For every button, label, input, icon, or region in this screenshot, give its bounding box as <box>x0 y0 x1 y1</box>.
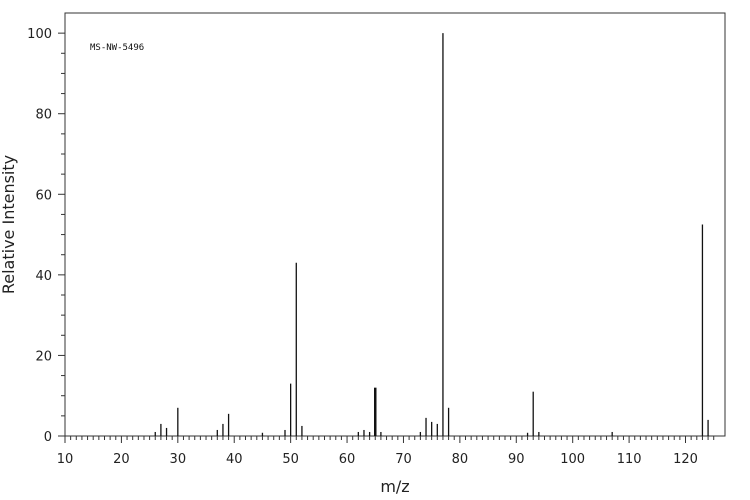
spectrum-id-annotation: MS-NW-5496 <box>90 43 144 53</box>
x-tick-label: 10 <box>57 452 74 467</box>
spectrum-peaks <box>154 33 709 436</box>
plot-frame <box>64 12 726 437</box>
x-tick-label: 70 <box>395 452 412 467</box>
y-axis-label: Relative Intensity <box>0 155 18 294</box>
x-tick-label: 90 <box>508 452 525 467</box>
x-tick-label: 110 <box>617 452 642 467</box>
x-tick-label: 30 <box>170 452 187 467</box>
y-tick-label: 60 <box>35 188 52 203</box>
y-axis: 0 20 40 60 80 100 <box>27 27 65 445</box>
y-tick-label: 40 <box>35 269 52 284</box>
x-tick-label: 20 <box>113 452 130 467</box>
x-tick-label: 80 <box>452 452 469 467</box>
x-tick-label: 100 <box>560 452 585 467</box>
x-tick-label: 40 <box>226 452 243 467</box>
x-axis: 10 20 30 40 50 60 70 80 90 100 110 120 <box>57 436 715 467</box>
x-tick-label: 60 <box>339 452 356 467</box>
x-tick-label: 120 <box>673 452 698 467</box>
y-tick-label: 20 <box>35 349 52 364</box>
x-tick-label: 50 <box>282 452 299 467</box>
y-tick-label: 0 <box>44 430 52 445</box>
y-tick-label: 80 <box>35 108 52 123</box>
y-tick-label: 100 <box>27 27 52 42</box>
x-axis-label: m/z <box>380 477 409 496</box>
